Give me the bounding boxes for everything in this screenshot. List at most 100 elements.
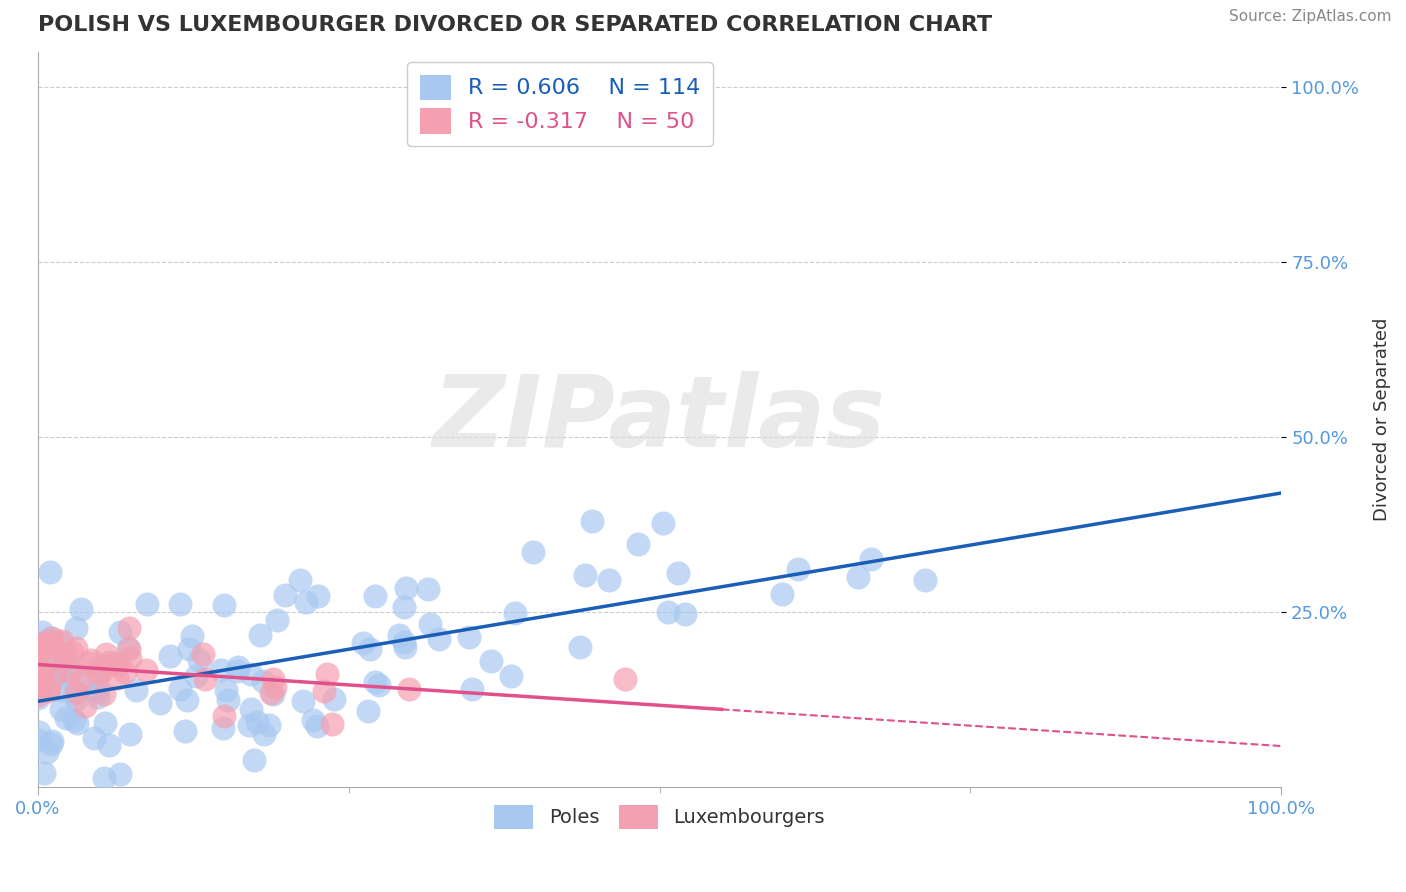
- Point: [388, 628, 411, 642]
- Point: [93, 771, 115, 785]
- Point: [177, 642, 200, 657]
- Point: [301, 714, 323, 728]
- Point: [28, 647, 51, 661]
- Point: [262, 687, 284, 701]
- Point: [87, 682, 110, 697]
- Point: [416, 582, 439, 596]
- Point: [239, 667, 262, 681]
- Point: [666, 566, 689, 580]
- Point: [63, 713, 86, 727]
- Point: [225, 664, 247, 678]
- Point: [37, 683, 59, 698]
- Point: [49, 669, 72, 683]
- Point: [118, 650, 141, 665]
- Point: [55, 711, 77, 725]
- Point: [58, 658, 80, 673]
- Point: [264, 680, 287, 694]
- Point: [32, 673, 55, 688]
- Y-axis label: Divorced or Separated: Divorced or Separated: [1374, 318, 1391, 521]
- Point: [243, 753, 266, 767]
- Point: [398, 681, 420, 696]
- Point: [135, 663, 157, 677]
- Text: POLISH VS LUXEMBOURGER DIVORCED OR SEPARATED CORRELATION CHART: POLISH VS LUXEMBOURGER DIVORCED OR SEPAR…: [38, 15, 991, 35]
- Point: [246, 715, 269, 730]
- Point: [48, 635, 70, 649]
- Point: [364, 589, 387, 603]
- Point: [41, 733, 63, 747]
- Point: [107, 671, 129, 685]
- Point: [27, 691, 49, 706]
- Point: [266, 613, 288, 627]
- Text: ZIPatlas: ZIPatlas: [433, 371, 886, 468]
- Point: [30, 635, 52, 649]
- Point: [80, 653, 103, 667]
- Point: [69, 673, 91, 688]
- Point: [28, 643, 51, 657]
- Point: [27, 732, 49, 747]
- Point: [479, 654, 502, 668]
- Point: [288, 573, 311, 587]
- Point: [598, 573, 620, 587]
- Point: [76, 671, 98, 685]
- Point: [394, 640, 416, 655]
- Point: [39, 631, 62, 645]
- Point: [93, 687, 115, 701]
- Point: [307, 589, 329, 603]
- Point: [253, 727, 276, 741]
- Point: [191, 648, 214, 662]
- Point: [49, 702, 72, 716]
- Point: [186, 669, 208, 683]
- Point: [914, 573, 936, 587]
- Point: [51, 633, 73, 648]
- Point: [105, 658, 128, 673]
- Point: [117, 641, 139, 656]
- Point: [574, 568, 596, 582]
- Point: [173, 724, 195, 739]
- Point: [461, 682, 484, 697]
- Point: [27, 663, 49, 677]
- Text: Source: ZipAtlas.com: Source: ZipAtlas.com: [1229, 9, 1392, 24]
- Point: [614, 672, 637, 686]
- Point: [368, 678, 391, 692]
- Point: [262, 672, 284, 686]
- Point: [860, 552, 883, 566]
- Point: [503, 606, 526, 620]
- Point: [226, 660, 249, 674]
- Point: [252, 674, 274, 689]
- Point: [394, 635, 416, 649]
- Point: [87, 665, 110, 680]
- Point: [260, 686, 283, 700]
- Point: [212, 709, 235, 723]
- Point: [316, 667, 339, 681]
- Point: [240, 702, 263, 716]
- Point: [176, 693, 198, 707]
- Legend: Poles, Luxembourgers: Poles, Luxembourgers: [486, 797, 832, 837]
- Point: [49, 655, 72, 669]
- Point: [149, 697, 172, 711]
- Point: [114, 665, 136, 679]
- Point: [786, 562, 808, 576]
- Point: [652, 516, 675, 530]
- Point: [395, 581, 418, 595]
- Point: [392, 600, 415, 615]
- Point: [108, 766, 131, 780]
- Point: [84, 684, 107, 698]
- Point: [125, 682, 148, 697]
- Point: [94, 715, 117, 730]
- Point: [323, 692, 346, 706]
- Point: [419, 617, 441, 632]
- Point: [501, 669, 523, 683]
- Point: [118, 726, 141, 740]
- Point: [359, 641, 381, 656]
- Point: [291, 694, 314, 708]
- Point: [117, 642, 139, 657]
- Point: [94, 647, 117, 661]
- Point: [48, 683, 70, 698]
- Point: [364, 675, 387, 690]
- Point: [27, 688, 49, 702]
- Point: [38, 681, 60, 696]
- Point: [627, 536, 650, 550]
- Point: [180, 629, 202, 643]
- Point: [427, 632, 450, 646]
- Point: [66, 716, 89, 731]
